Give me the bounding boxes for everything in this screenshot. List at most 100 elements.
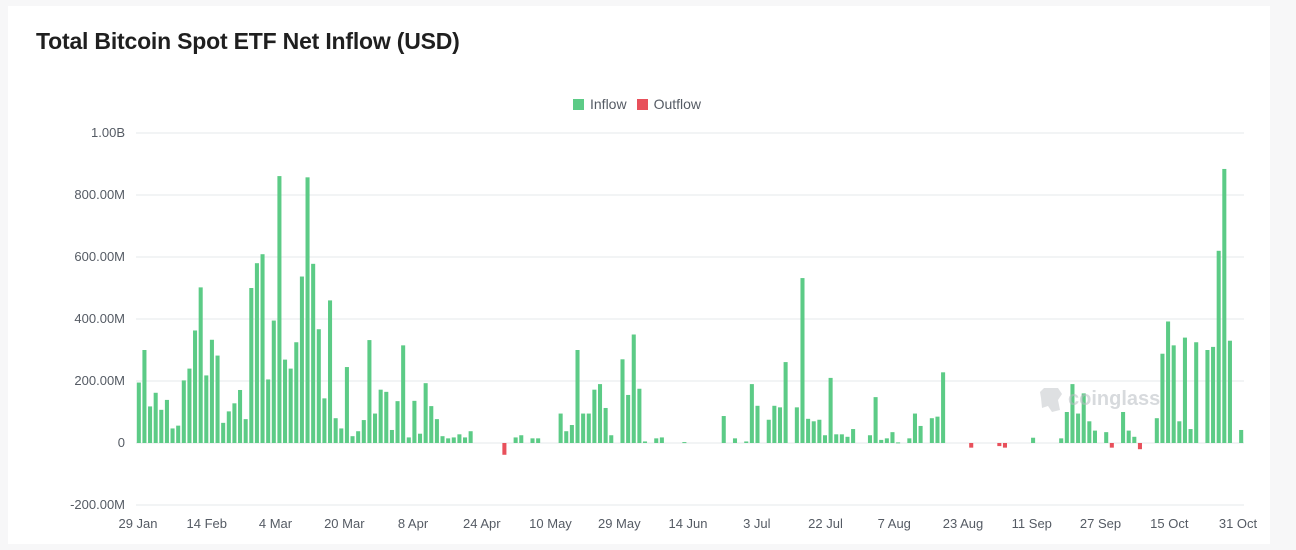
inflow-bar[interactable] [243,419,248,443]
inflow-bar[interactable] [221,422,226,443]
inflow-bar[interactable] [575,350,580,443]
inflow-bar[interactable] [777,407,783,443]
inflow-bar[interactable] [373,413,378,443]
inflow-bar[interactable] [558,413,563,443]
inflow-bar[interactable] [800,278,805,443]
inflow-bar[interactable] [626,394,631,443]
inflow-bar[interactable] [766,419,771,443]
inflow-bar[interactable] [311,263,316,443]
inflow-bar[interactable] [136,382,141,443]
legend-item-inflow[interactable]: Inflow [573,96,627,112]
outflow-bar[interactable] [969,443,974,448]
inflow-bar[interactable] [586,413,591,443]
inflow-bar[interactable] [1126,430,1131,443]
inflow-bar[interactable] [884,438,889,443]
inflow-bar[interactable] [283,359,288,443]
inflow-bar[interactable] [749,384,754,443]
inflow-bar[interactable] [164,399,169,443]
inflow-bar[interactable] [1177,421,1182,443]
inflow-bar[interactable] [817,419,822,443]
inflow-bar[interactable] [1081,393,1086,443]
inflow-bar[interactable] [260,254,265,443]
inflow-bar[interactable] [1092,430,1097,443]
inflow-bar[interactable] [170,428,175,443]
inflow-bar[interactable] [772,405,777,443]
inflow-bar[interactable] [176,425,181,443]
inflow-bar[interactable] [367,340,372,443]
inflow-bar[interactable] [1211,346,1216,443]
inflow-bar[interactable] [277,176,282,443]
inflow-bar[interactable] [941,372,946,443]
inflow-bar[interactable] [811,421,816,443]
inflow-bar[interactable] [232,403,237,443]
inflow-bar[interactable] [806,418,811,443]
inflow-bar[interactable] [1166,321,1171,443]
inflow-bar[interactable] [361,420,366,443]
inflow-bar[interactable] [328,300,333,443]
inflow-bar[interactable] [1132,436,1137,443]
inflow-bar[interactable] [389,429,394,443]
inflow-bar[interactable] [418,433,423,443]
inflow-bar[interactable] [266,379,271,443]
inflow-bar[interactable] [153,392,158,443]
legend-item-outflow[interactable]: Outflow [636,96,701,112]
inflow-bar[interactable] [536,438,541,443]
inflow-bar[interactable] [440,436,445,443]
inflow-bar[interactable] [569,425,574,443]
inflow-bar[interactable] [288,368,293,443]
inflow-bar[interactable] [519,435,524,443]
inflow-bar[interactable] [918,425,923,443]
inflow-bar[interactable] [1076,413,1081,443]
inflow-bar[interactable] [294,342,299,443]
inflow-bar[interactable] [592,389,597,443]
inflow-bar[interactable] [873,397,878,443]
inflow-bar[interactable] [845,436,850,443]
inflow-bar[interactable] [412,400,417,443]
inflow-bar[interactable] [654,438,659,443]
inflow-bar[interactable] [929,418,934,443]
inflow-bar[interactable] [249,288,254,443]
inflow-bar[interactable] [209,339,214,443]
inflow-bar[interactable] [603,407,608,443]
inflow-bar[interactable] [631,334,636,444]
inflow-bar[interactable] [581,413,586,443]
inflow-bar[interactable] [322,398,327,443]
inflow-bar[interactable] [851,429,856,443]
inflow-bar[interactable] [935,416,940,443]
inflow-bar[interactable] [429,406,434,443]
inflow-bar[interactable] [1222,168,1227,443]
inflow-bar[interactable] [1087,421,1092,443]
inflow-bar[interactable] [395,401,400,443]
inflow-bar[interactable] [890,432,895,443]
outflow-bar[interactable] [1109,443,1114,448]
inflow-bar[interactable] [451,437,456,443]
inflow-bar[interactable] [305,177,310,443]
inflow-bar[interactable] [912,413,917,443]
inflow-bar[interactable] [564,431,569,443]
inflow-bar[interactable] [609,435,614,443]
inflow-bar[interactable] [530,438,535,443]
inflow-bar[interactable] [468,431,473,443]
inflow-bar[interactable] [198,287,203,443]
inflow-bar[interactable] [1154,418,1159,443]
inflow-bar[interactable] [597,384,603,443]
inflow-bar[interactable] [1171,345,1176,443]
inflow-bar[interactable] [457,434,462,443]
inflow-bar[interactable] [1121,412,1126,443]
inflow-bar[interactable] [1031,437,1036,443]
inflow-bar[interactable] [344,367,349,443]
inflow-bar[interactable] [378,389,383,443]
inflow-bar[interactable] [1182,337,1187,443]
inflow-bar[interactable] [401,345,406,443]
inflow-bar[interactable] [193,330,198,443]
inflow-bar[interactable] [1194,342,1199,443]
inflow-bar[interactable] [1188,429,1193,443]
inflow-bar[interactable] [254,263,259,443]
inflow-bar[interactable] [215,355,220,443]
inflow-bar[interactable] [316,329,321,443]
inflow-bar[interactable] [238,389,243,443]
inflow-bar[interactable] [384,391,389,443]
outflow-bar[interactable] [502,443,507,455]
inflow-bar[interactable] [879,439,884,443]
inflow-bar[interactable] [637,388,642,443]
